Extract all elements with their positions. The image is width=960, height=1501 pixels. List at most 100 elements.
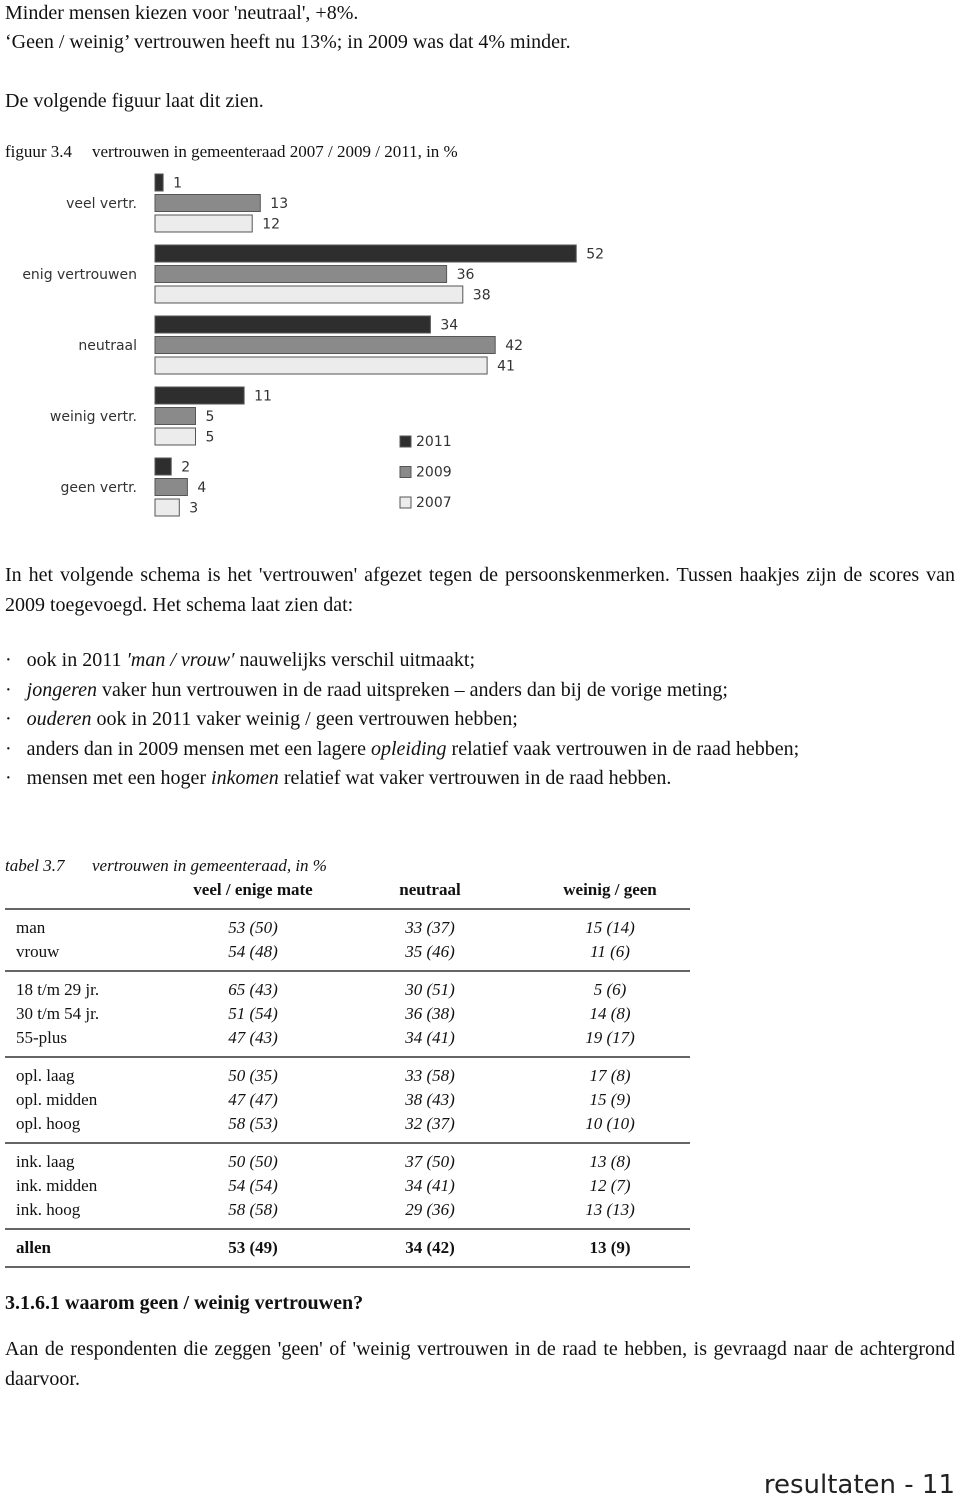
table: veel / enige mate neutraal weinig / geen ma… xyxy=(5,878,690,1274)
table-cell: 34 (41) xyxy=(405,1028,455,1047)
table-rule xyxy=(5,1142,690,1144)
header-cell: veel / enige mate xyxy=(193,880,313,899)
table-rule xyxy=(5,908,690,910)
table-caption: vertrouwen in gemeenteraad, in % xyxy=(92,856,327,875)
table-label: tabel 3.7 xyxy=(5,856,65,876)
table-row: opl. hoog 58 (53) 32 (37) 10 (10) xyxy=(5,1112,690,1136)
table-row: opl. midden 47 (47) 38 (43) 15 (9) xyxy=(5,1088,690,1112)
table-cell: man xyxy=(16,918,46,937)
table-cell: 33 (37) xyxy=(405,918,455,937)
bar xyxy=(154,386,245,405)
bullet-item: · mensen met een hoger inkomen relatief … xyxy=(5,767,672,789)
legend-swatch xyxy=(399,496,412,509)
legend-swatch xyxy=(399,435,412,448)
intro-line: ‘Geen / weinig’ vertrouwen heeft nu 13%;… xyxy=(5,31,571,53)
table-row: 18 t/m 29 jr. 65 (43) 30 (51) 5 (6) xyxy=(5,978,690,1002)
legend-label: 2009 xyxy=(416,465,452,481)
table-cell: 32 (37) xyxy=(405,1114,455,1133)
bullet-item: · anders dan in 2009 mensen met een lage… xyxy=(5,737,800,760)
category-label: veel vertr. xyxy=(66,196,137,212)
table-cell: 33 (58) xyxy=(405,1066,455,1085)
table-cell: 13 (13) xyxy=(585,1200,635,1219)
bullet-text: vaker hun vertrouwen in de raad uitsprek… xyxy=(97,678,728,701)
table-cell: 58 (53) xyxy=(228,1114,278,1133)
table-cell: 65 (43) xyxy=(228,980,278,999)
legend-label: 2011 xyxy=(416,434,452,450)
data-label: 12 xyxy=(262,217,280,233)
table-cell: 13 (8) xyxy=(589,1152,631,1171)
page-footer: resultaten - 11 xyxy=(763,1470,955,1500)
table-cell: 47 (47) xyxy=(228,1090,278,1109)
table-cell: 30 t/m 54 jr. xyxy=(16,1004,100,1023)
bar xyxy=(154,336,496,354)
table-rule xyxy=(5,970,690,972)
legend-swatch xyxy=(399,466,412,478)
table-row: ink. hoog 58 (58) 29 (36) 13 (13) xyxy=(5,1198,690,1222)
table-rule xyxy=(5,1228,690,1230)
table-cell: vrouw xyxy=(16,942,60,961)
table-row: man 53 (50) 33 (37) 15 (14) xyxy=(5,916,690,940)
table-cell: 13 (9) xyxy=(589,1238,631,1257)
bullet-text: mensen met een hoger xyxy=(26,767,212,789)
data-label: 5 xyxy=(206,409,215,425)
data-label: 38 xyxy=(473,288,491,304)
table-cell: 11 (6) xyxy=(590,942,630,961)
bar xyxy=(154,407,196,425)
lead: De volgende figuur laat dit zien. xyxy=(5,90,264,112)
table-cell: 54 (48) xyxy=(228,942,278,961)
table-row: ink. midden 54 (54) 34 (41) 12 (7) xyxy=(5,1174,690,1198)
bullet-text: ook in 2011 xyxy=(26,649,127,671)
bar xyxy=(154,427,196,446)
table-cell: allen xyxy=(16,1238,51,1257)
table-cell: 36 (38) xyxy=(405,1004,455,1023)
table-cell: 50 (50) xyxy=(228,1152,278,1171)
paragraph: In het volgende schema is het 'vertrouwe… xyxy=(5,564,955,616)
legend-label: 2007 xyxy=(416,495,452,511)
bar xyxy=(154,194,261,212)
bar xyxy=(154,265,448,283)
table-cell: 50 (35) xyxy=(228,1066,278,1085)
bullet-text: nauwelijks verschil uitmaakt; xyxy=(234,649,476,671)
table-row: 30 t/m 54 jr. 51 (54) 36 (38) 14 (8) xyxy=(5,1002,690,1026)
closing-paragraph: Aan de respondenten die zeggen 'geen' of… xyxy=(5,1338,955,1390)
data-label: 41 xyxy=(497,359,515,375)
table-rule xyxy=(5,1056,690,1058)
table-cell: 10 (10) xyxy=(585,1114,635,1133)
category-label: enig vertrouwen xyxy=(22,267,137,283)
category-label: weinig vertr. xyxy=(50,409,137,425)
table-row: vrouw 54 (48) 35 (46) 11 (6) xyxy=(5,940,690,964)
table-cell: 12 (7) xyxy=(589,1176,631,1195)
table-cell: 35 (46) xyxy=(405,942,455,961)
bullet-text: ouderen xyxy=(26,708,92,730)
data-label: 5 xyxy=(206,430,215,446)
table-cell: 53 (50) xyxy=(228,918,278,937)
table-cell: ink. midden xyxy=(16,1176,98,1195)
bullet-item: · ouderen ook in 2011 vaker weinig / gee… xyxy=(5,708,518,730)
table-cell: 34 (42) xyxy=(405,1238,455,1257)
figure-caption: vertrouwen in gemeenteraad 2007 / 2009 /… xyxy=(92,142,458,161)
section-heading: 3.1.6.1 waarom geen / weinig vertrouwen? xyxy=(5,1292,363,1315)
data-label: 42 xyxy=(505,338,523,354)
table-cell: 5 (6) xyxy=(593,980,627,999)
table-cell: 38 (43) xyxy=(405,1090,455,1109)
bullet-item: · jongeren vaker hun vertrouwen in de ra… xyxy=(5,678,728,701)
data-label: 3 xyxy=(189,501,198,517)
data-label: 1 xyxy=(173,176,182,192)
bullet-item: · ook in 2011 ′man / vrouw′ nauwelijks v… xyxy=(5,649,476,671)
table-cell: 58 (58) xyxy=(228,1200,278,1219)
table-cell: 55-plus xyxy=(16,1028,67,1047)
bullet-list: · ook in 2011 ′man / vrouw′ nauwelijks v… xyxy=(5,646,930,794)
table-cell: ink. laag xyxy=(16,1152,75,1171)
table-rule xyxy=(5,1266,690,1268)
table-cell: opl. hoog xyxy=(16,1114,81,1133)
table-cell: 53 (49) xyxy=(228,1238,278,1257)
table-cell: 37 (50) xyxy=(405,1152,455,1171)
category-label: geen vertr. xyxy=(60,480,137,496)
table-cell: 51 (54) xyxy=(228,1004,278,1023)
bar xyxy=(154,285,464,304)
table-cell: 14 (8) xyxy=(589,1004,631,1023)
bar xyxy=(154,457,172,476)
table-row: 55-plus 47 (43) 34 (41) 19 (17) xyxy=(5,1026,690,1050)
table-cell: 54 (54) xyxy=(228,1176,278,1195)
section-title: waarom geen / weinig vertrouwen? xyxy=(65,1292,364,1314)
